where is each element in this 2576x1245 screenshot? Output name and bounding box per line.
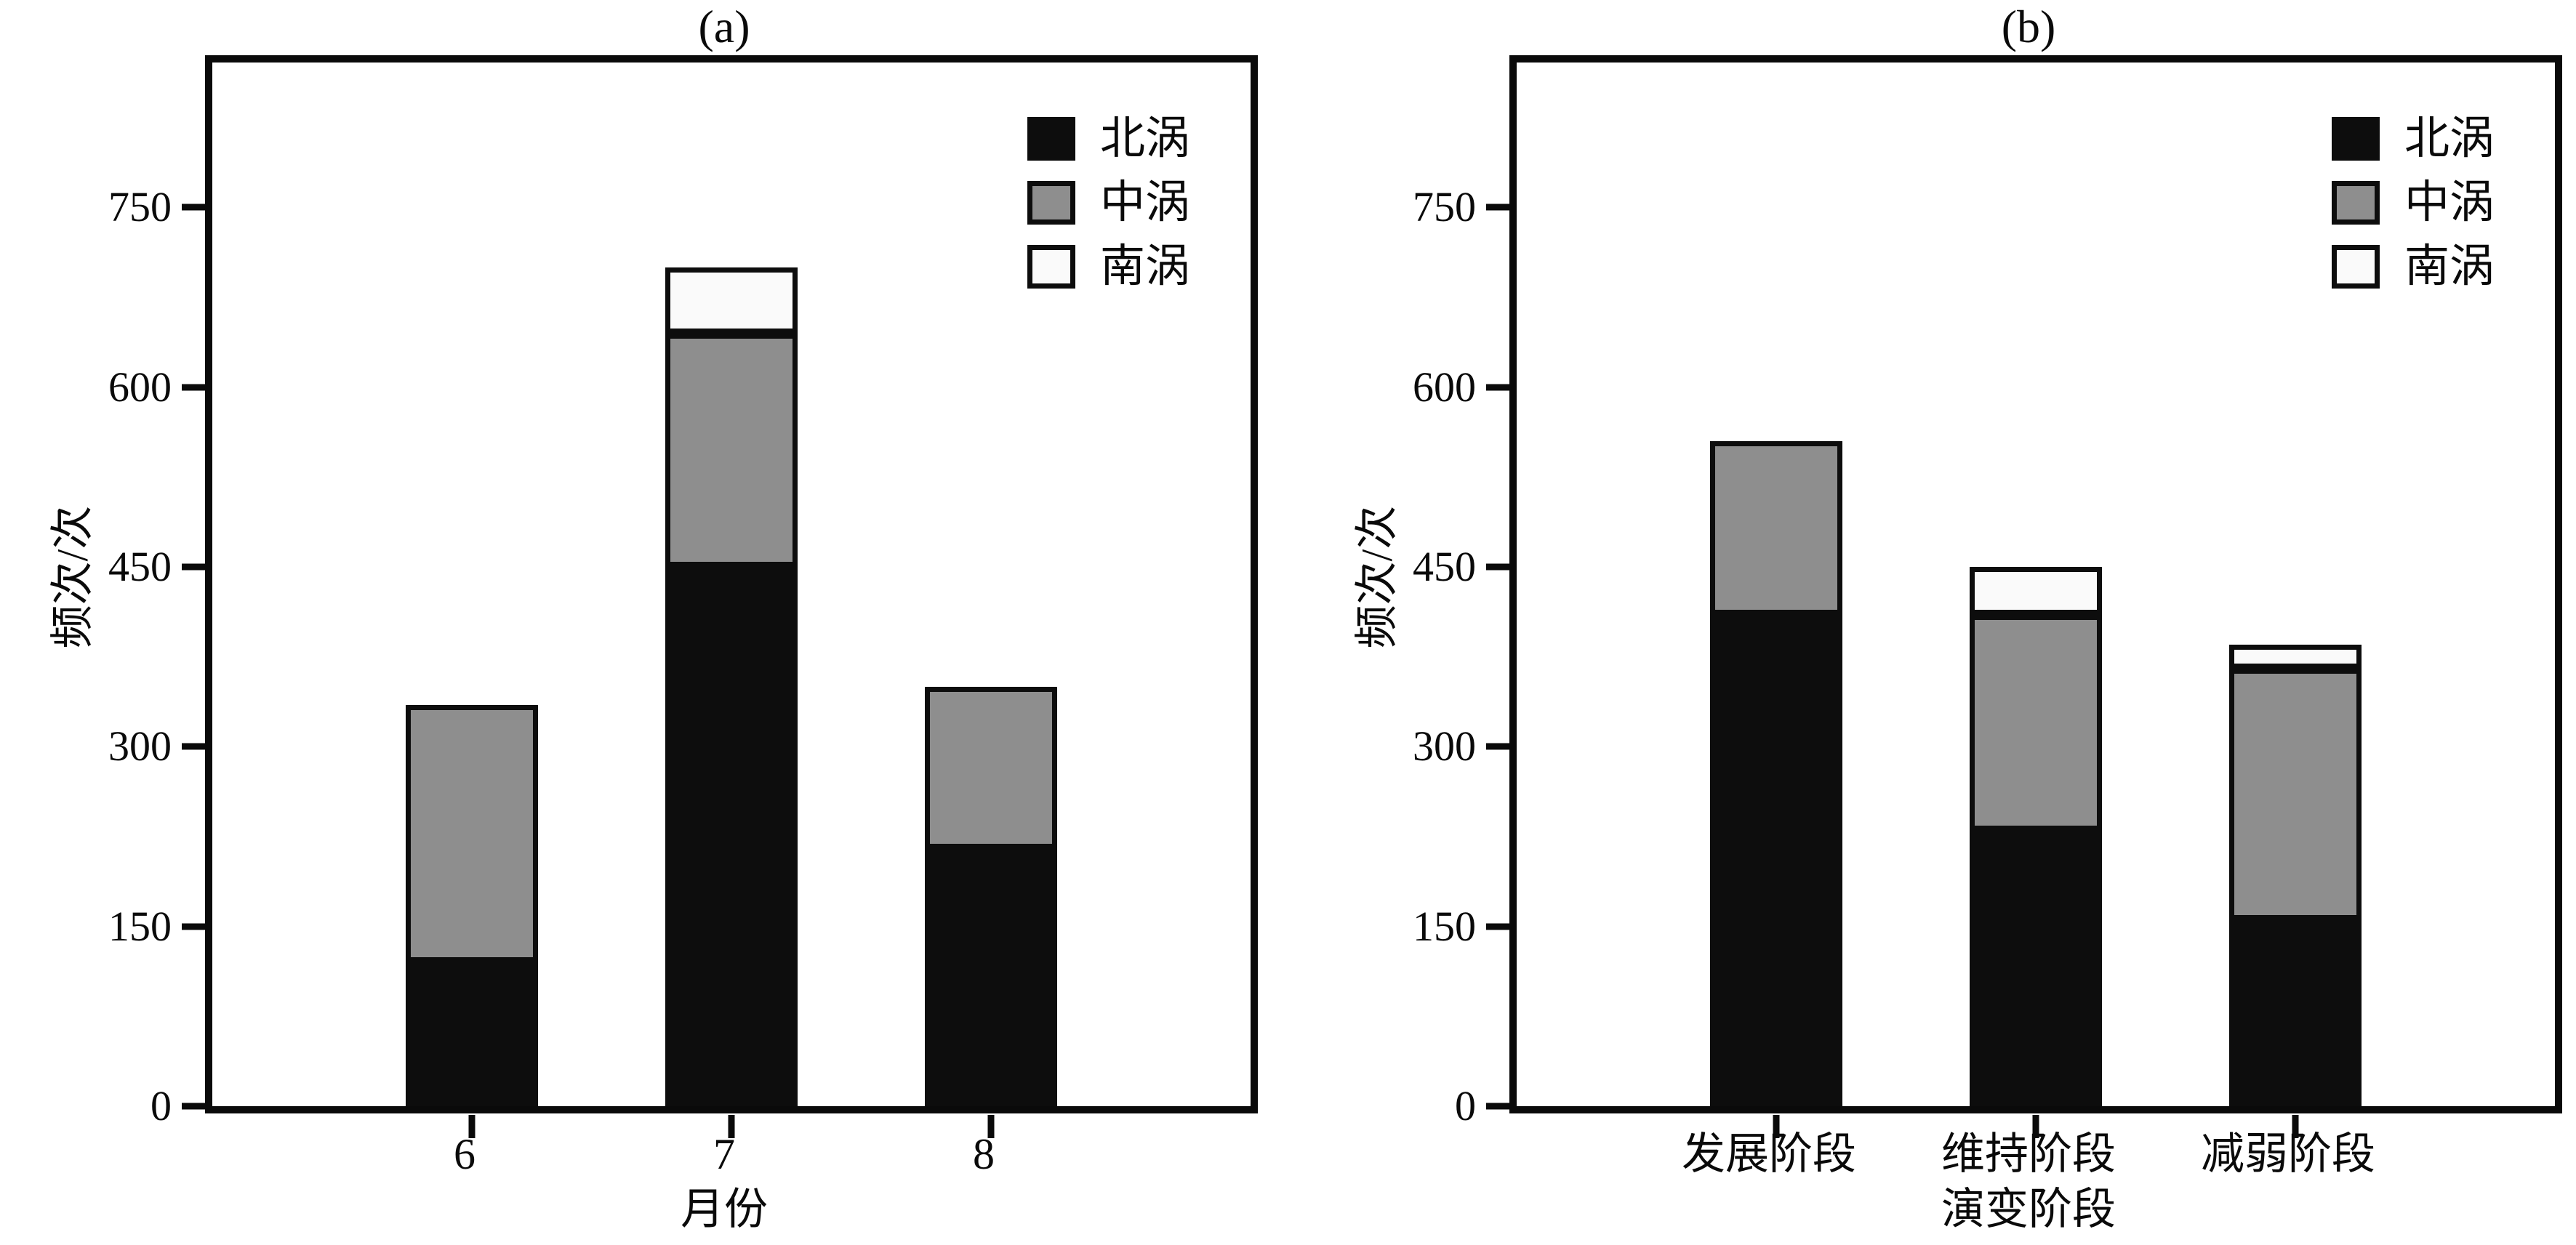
panel-b-x-axis-title: 演变阶段 xyxy=(1941,1185,2116,1233)
legend-row-北涡: 北涡 xyxy=(1027,115,1190,163)
bar-segment-南涡-维持阶段 xyxy=(1970,567,2102,616)
legend-label-中涡: 中涡 xyxy=(2404,178,2495,227)
x-tick-mark-7 xyxy=(728,1115,735,1138)
y-tick-mark-600 xyxy=(1486,384,1509,391)
bar-segment-北涡-发展阶段 xyxy=(1710,615,1842,1106)
x-tick-mark-发展阶段 xyxy=(1773,1115,1780,1138)
y-tick-mark-150 xyxy=(182,923,205,930)
y-tick-label-0: 0 xyxy=(1455,1082,1476,1129)
bar-segment-南涡-7 xyxy=(665,267,798,334)
x-tick-label-减弱阶段: 减弱阶段 xyxy=(2201,1130,2375,1178)
chart-panel-a: (a) 频次/次 0 150 300 450 600 750 北涡中涡南涡 6 7 8 月份 xyxy=(49,1,1258,1233)
x-tick-mark-6 xyxy=(468,1115,476,1138)
y-tick-label-0: 0 xyxy=(151,1082,172,1129)
y-tick-mark-600 xyxy=(182,384,205,391)
stacked-bar-发展阶段 xyxy=(1710,441,1842,1106)
y-tick-label-150: 150 xyxy=(1413,902,1476,950)
y-tick-label-300: 300 xyxy=(108,722,172,770)
x-tick-label-8: 8 xyxy=(973,1130,995,1178)
bar-segment-中涡-发展阶段 xyxy=(1710,441,1842,616)
legend-label-南涡: 南涡 xyxy=(1100,242,1191,291)
y-tick-mark-450 xyxy=(182,563,205,571)
x-tick-label-发展阶段: 发展阶段 xyxy=(1682,1130,1856,1178)
bar-segment-北涡-8 xyxy=(925,848,1057,1106)
bar-segment-中涡-减弱阶段 xyxy=(2229,669,2362,921)
y-tick-mark-750 xyxy=(182,204,205,211)
chart-panel-b: (b) 频次/次 0 150 300 450 600 750 北涡中涡南涡 发展阶段 维持阶… xyxy=(1288,0,2576,1245)
x-tick-label-7: 7 xyxy=(713,1130,735,1178)
legend-label-中涡: 中涡 xyxy=(1100,178,1191,227)
legend-label-南涡: 南涡 xyxy=(2404,242,2495,291)
x-tick-label-6: 6 xyxy=(454,1130,476,1178)
legend-label-北涡: 北涡 xyxy=(2404,114,2495,164)
x-tick-mark-减弱阶段 xyxy=(2292,1115,2299,1138)
legend-swatch-北涡 xyxy=(2332,117,2380,161)
y-tick-mark-0 xyxy=(182,1103,205,1110)
panel-b-plot-area: 0 150 300 450 600 750 北涡中涡南涡 xyxy=(1413,55,2562,1138)
bar-segment-北涡-维持阶段 xyxy=(1970,830,2102,1106)
y-tick-label-750: 750 xyxy=(108,183,172,231)
stacked-bar-减弱阶段 xyxy=(2229,645,2362,1106)
stacked-bar-维持阶段 xyxy=(1970,567,2102,1106)
legend-swatch-北涡 xyxy=(1027,117,1075,161)
y-tick-label-450: 450 xyxy=(1413,543,1476,591)
legend-label-北涡: 北涡 xyxy=(1100,114,1191,164)
y-tick-mark-750 xyxy=(1486,204,1509,211)
bar-segment-北涡-减弱阶段 xyxy=(2229,920,2362,1106)
stacked-bar-7 xyxy=(665,267,798,1106)
y-tick-label-750: 750 xyxy=(1413,183,1476,231)
x-tick-mark-8 xyxy=(987,1115,995,1138)
legend-swatch-南涡 xyxy=(1027,245,1075,289)
panel-a-title: (a) xyxy=(698,1,750,52)
y-tick-mark-0 xyxy=(1486,1103,1509,1110)
y-tick-label-600: 600 xyxy=(108,363,172,411)
legend-swatch-南涡 xyxy=(2332,245,2380,289)
panel-b-legend: 北涡 中涡 南涡 xyxy=(2332,115,2495,291)
stacked-bar-6 xyxy=(406,704,538,1106)
bar-segment-北涡-7 xyxy=(665,567,798,1106)
bar-segment-中涡-7 xyxy=(665,333,798,568)
y-tick-mark-150 xyxy=(1486,923,1509,930)
legend-swatch-中涡 xyxy=(1027,181,1075,225)
y-tick-label-150: 150 xyxy=(108,902,172,950)
y-tick-label-450: 450 xyxy=(108,543,172,591)
bar-segment-中涡-6 xyxy=(406,704,538,963)
y-tick-label-600: 600 xyxy=(1413,363,1476,411)
y-tick-mark-450 xyxy=(1486,563,1509,571)
panel-b-title: (b) xyxy=(2001,1,2056,52)
panel-a-plot-area: 0 150 300 450 600 750 北涡中涡南涡 xyxy=(108,55,1258,1138)
bar-segment-南涡-减弱阶段 xyxy=(2229,645,2362,669)
legend-row-中涡: 中涡 xyxy=(1027,179,1190,227)
legend-row-北涡: 北涡 xyxy=(2332,115,2495,163)
panel-a-x-axis-title: 月份 xyxy=(681,1185,768,1233)
y-tick-mark-300 xyxy=(1486,743,1509,750)
bar-segment-北涡-6 xyxy=(406,962,538,1106)
x-tick-mark-维持阶段 xyxy=(2032,1115,2039,1138)
panel-a-legend: 北涡 中涡 南涡 xyxy=(1027,115,1190,291)
legend-row-中涡: 中涡 xyxy=(2332,179,2495,227)
x-tick-label-维持阶段: 维持阶段 xyxy=(1941,1130,2116,1178)
stacked-bar-8 xyxy=(925,686,1057,1106)
y-tick-label-300: 300 xyxy=(1413,722,1476,770)
panel-b-y-axis-title: 频次/次 xyxy=(1353,505,1401,649)
y-tick-mark-300 xyxy=(182,743,205,750)
panel-a-y-axis-title: 频次/次 xyxy=(49,505,97,649)
bar-segment-中涡-8 xyxy=(925,686,1057,849)
bar-segment-中涡-维持阶段 xyxy=(1970,615,2102,831)
legend-swatch-中涡 xyxy=(2332,181,2380,225)
legend-row-南涡: 南涡 xyxy=(2332,243,2495,291)
legend-row-南涡: 南涡 xyxy=(1027,243,1190,291)
